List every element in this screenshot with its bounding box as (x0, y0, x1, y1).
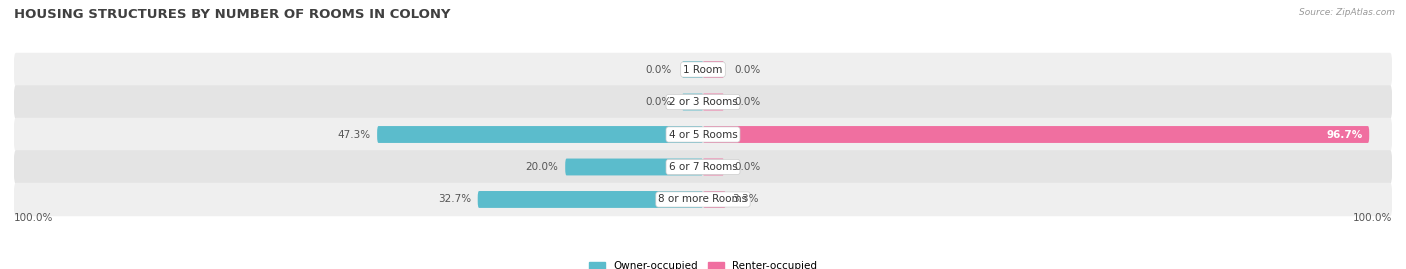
Text: 20.0%: 20.0% (526, 162, 558, 172)
Text: 100.0%: 100.0% (1353, 213, 1392, 223)
Text: 0.0%: 0.0% (734, 162, 761, 172)
Text: 32.7%: 32.7% (437, 194, 471, 204)
Text: 4 or 5 Rooms: 4 or 5 Rooms (669, 129, 737, 140)
FancyBboxPatch shape (14, 53, 1392, 86)
FancyBboxPatch shape (703, 158, 724, 175)
Text: 96.7%: 96.7% (1326, 129, 1362, 140)
FancyBboxPatch shape (682, 61, 703, 78)
Text: 1 Room: 1 Room (683, 65, 723, 75)
FancyBboxPatch shape (14, 118, 1392, 151)
FancyBboxPatch shape (703, 94, 724, 111)
Text: 0.0%: 0.0% (734, 97, 761, 107)
FancyBboxPatch shape (682, 94, 703, 111)
FancyBboxPatch shape (14, 85, 1392, 119)
Legend: Owner-occupied, Renter-occupied: Owner-occupied, Renter-occupied (585, 257, 821, 269)
FancyBboxPatch shape (14, 183, 1392, 216)
FancyBboxPatch shape (377, 126, 703, 143)
Text: 100.0%: 100.0% (14, 213, 53, 223)
FancyBboxPatch shape (703, 126, 1369, 143)
FancyBboxPatch shape (703, 61, 724, 78)
Text: 0.0%: 0.0% (734, 65, 761, 75)
Text: 2 or 3 Rooms: 2 or 3 Rooms (669, 97, 737, 107)
Text: 0.0%: 0.0% (645, 65, 672, 75)
Text: 3.3%: 3.3% (733, 194, 759, 204)
Text: HOUSING STRUCTURES BY NUMBER OF ROOMS IN COLONY: HOUSING STRUCTURES BY NUMBER OF ROOMS IN… (14, 8, 450, 21)
FancyBboxPatch shape (565, 158, 703, 175)
Text: Source: ZipAtlas.com: Source: ZipAtlas.com (1299, 8, 1395, 17)
FancyBboxPatch shape (703, 191, 725, 208)
Text: 8 or more Rooms: 8 or more Rooms (658, 194, 748, 204)
Text: 0.0%: 0.0% (645, 97, 672, 107)
Text: 47.3%: 47.3% (337, 129, 370, 140)
FancyBboxPatch shape (478, 191, 703, 208)
FancyBboxPatch shape (14, 150, 1392, 184)
Text: 6 or 7 Rooms: 6 or 7 Rooms (669, 162, 737, 172)
